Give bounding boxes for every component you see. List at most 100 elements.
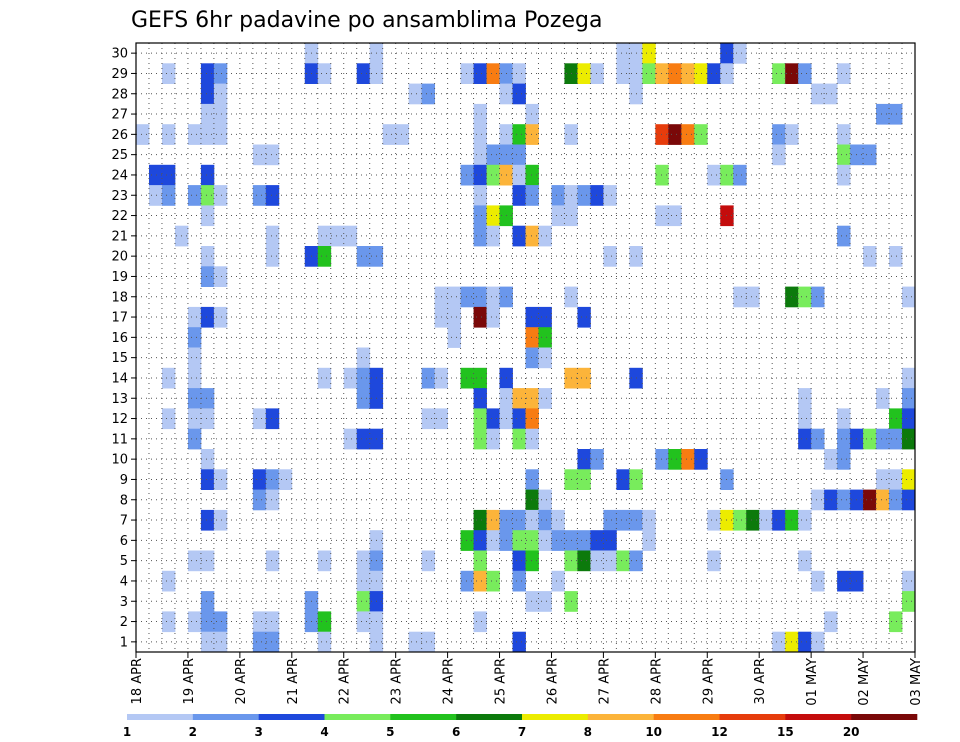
heatmap-cell-m9-s5 [200,469,215,490]
y-tick-label-25: 25 [111,148,128,163]
y-tick-label-14: 14 [111,371,128,386]
heatmap-cell-m27-s58 [889,103,903,125]
heatmap-cell-m1-s22 [421,631,436,653]
heatmap-cell-m8-s54 [837,489,851,511]
heatmap-cell-m7-s39 [642,509,656,531]
heatmap-cell-m1-s6 [213,631,228,653]
heatmap-cell-m9-s37 [616,469,630,490]
heatmap-cell-m8-s30 [525,489,539,511]
heatmap-cell-m10-s54 [837,449,851,470]
heatmap-cell-m7-s6 [213,509,228,531]
x-tick-label-0: 18 APR [130,658,145,704]
x-tick-label-9: 27 APR [597,658,612,704]
legend-label-3: 3 [254,725,262,739]
heatmap-cell-m29-s17 [356,63,371,84]
heatmap-cell-m14-s17 [356,367,371,389]
heatmap-cell-m5-s29 [512,550,526,572]
heatmap-cell-m4-s54 [837,570,851,592]
heatmap-cell-m27-s57 [876,103,890,125]
heatmap-cell-m20-s58 [889,246,903,267]
x-tick-label-3: 21 APR [286,658,301,704]
heatmap-cell-m23-s35 [590,185,604,206]
heatmap-cell-m15-s31 [538,347,552,369]
x-tick-label-13: 01 MAY [805,658,820,706]
heatmap-cell-m5-s30 [525,550,539,572]
heatmap-cell-m5-s36 [603,550,617,572]
heatmap-cell-m11-s27 [486,428,500,450]
heatmap-cell-m8-s56 [863,489,877,511]
heatmap-cell-m5-s35 [590,550,604,572]
heatmap-cell-m1-s9 [252,631,267,653]
heatmap-cell-m18-s47 [746,286,760,308]
heatmap-cell-m12-s22 [421,408,436,430]
legend-label-8: 8 [584,725,592,739]
heatmap-cell-m7-s29 [512,509,526,531]
heatmap-cell-m13-s4 [187,388,202,409]
heatmap-cell-m25-s26 [473,144,487,166]
heatmap-cell-m17-s26 [473,306,487,328]
heatmap-cell-m26-s49 [772,124,786,145]
heatmap-cell-m11-s58 [889,428,903,450]
heatmap-cell-m22-s32 [551,205,565,227]
legend-swatch-7 [522,714,589,720]
heatmap-cell-m15-s30 [525,347,539,369]
heatmap-cell-m5-s26 [473,550,487,572]
heatmap-cell-m8-s10 [265,489,280,511]
heatmap-cell-m29-s5 [200,63,215,84]
heatmap-cell-m24-s46 [733,164,747,186]
heatmap-cell-m10-s41 [668,449,682,470]
heatmap-cell-m6-s27 [486,530,500,551]
heatmap-cell-m26-s20 [395,124,410,145]
heatmap-cell-m23-s36 [603,185,617,206]
legend-swatch-4 [324,714,391,720]
heatmap-cell-m14-s26 [473,367,487,389]
heatmap-cell-m29-s40 [655,63,669,84]
heatmap-cell-m29-s42 [681,63,695,84]
heatmap-cell-m28-s22 [421,83,436,105]
heatmap-cell-m9-s58 [889,469,903,490]
heatmap-cell-m5-s17 [356,550,371,572]
heatmap-cell-m24-s27 [486,164,500,186]
heatmap-cell-m25-s10 [265,144,280,166]
heatmap-cell-m23-s5 [200,185,215,206]
heatmap-cell-m4-s52 [811,570,825,592]
heatmap-cell-m26-s4 [187,124,202,145]
heatmap-cell-m30-s37 [616,43,630,64]
heatmap-cell-m1-s49 [772,631,786,653]
legend-label-6: 6 [452,725,460,739]
x-tick-label-1: 19 APR [182,658,197,704]
heatmap-cell-m24-s2 [161,164,176,186]
heatmap-cell-m6-s29 [512,530,526,551]
heatmap-cell-m5-s37 [616,550,630,572]
legend-swatch-11 [785,714,852,720]
heatmap-cell-m17-s4 [187,306,202,328]
y-tick-label-15: 15 [111,351,128,366]
y-tick-label-29: 29 [111,67,128,82]
heatmap-cell-m10-s53 [824,449,838,470]
heatmap-cell-m6-s36 [603,530,617,551]
legend-label-1: 1 [123,725,131,739]
heatmap-cell-m4-s29 [512,570,526,592]
heatmap-cell-m29-s35 [590,63,604,84]
legend-swatch-2 [192,714,259,720]
heatmap-cell-m8-s9 [252,489,267,511]
heatmap-cell-m6-s34 [577,530,591,551]
heatmap-cell-m8-s57 [876,489,890,511]
heatmap-cell-m1-s5 [200,631,215,653]
heatmap-cell-m14-s16 [343,367,358,389]
legend-label-15: 15 [777,725,794,739]
heatmap-cell-m29-s54 [837,63,851,84]
y-tick-label-1: 1 [120,635,128,650]
heatmap-cell-m25-s49 [772,144,786,166]
heatmap-cell-m29-s34 [577,63,591,84]
heatmap-cell-m12-s29 [512,408,526,430]
heatmap-cell-m7-s27 [486,509,500,531]
heatmap-cell-m2-s14 [317,611,332,633]
y-axis-ticks: 1234567891011121314151617181920212223242… [111,47,136,650]
heatmap-cell-m25-s27 [486,144,500,166]
heatmap-cell-m5-s51 [798,550,812,572]
y-tick-label-7: 7 [120,514,128,529]
legend-label-4: 4 [320,725,328,739]
heatmap-cell-m26-s19 [382,124,397,145]
heatmap-cell-m11-s17 [356,428,371,450]
